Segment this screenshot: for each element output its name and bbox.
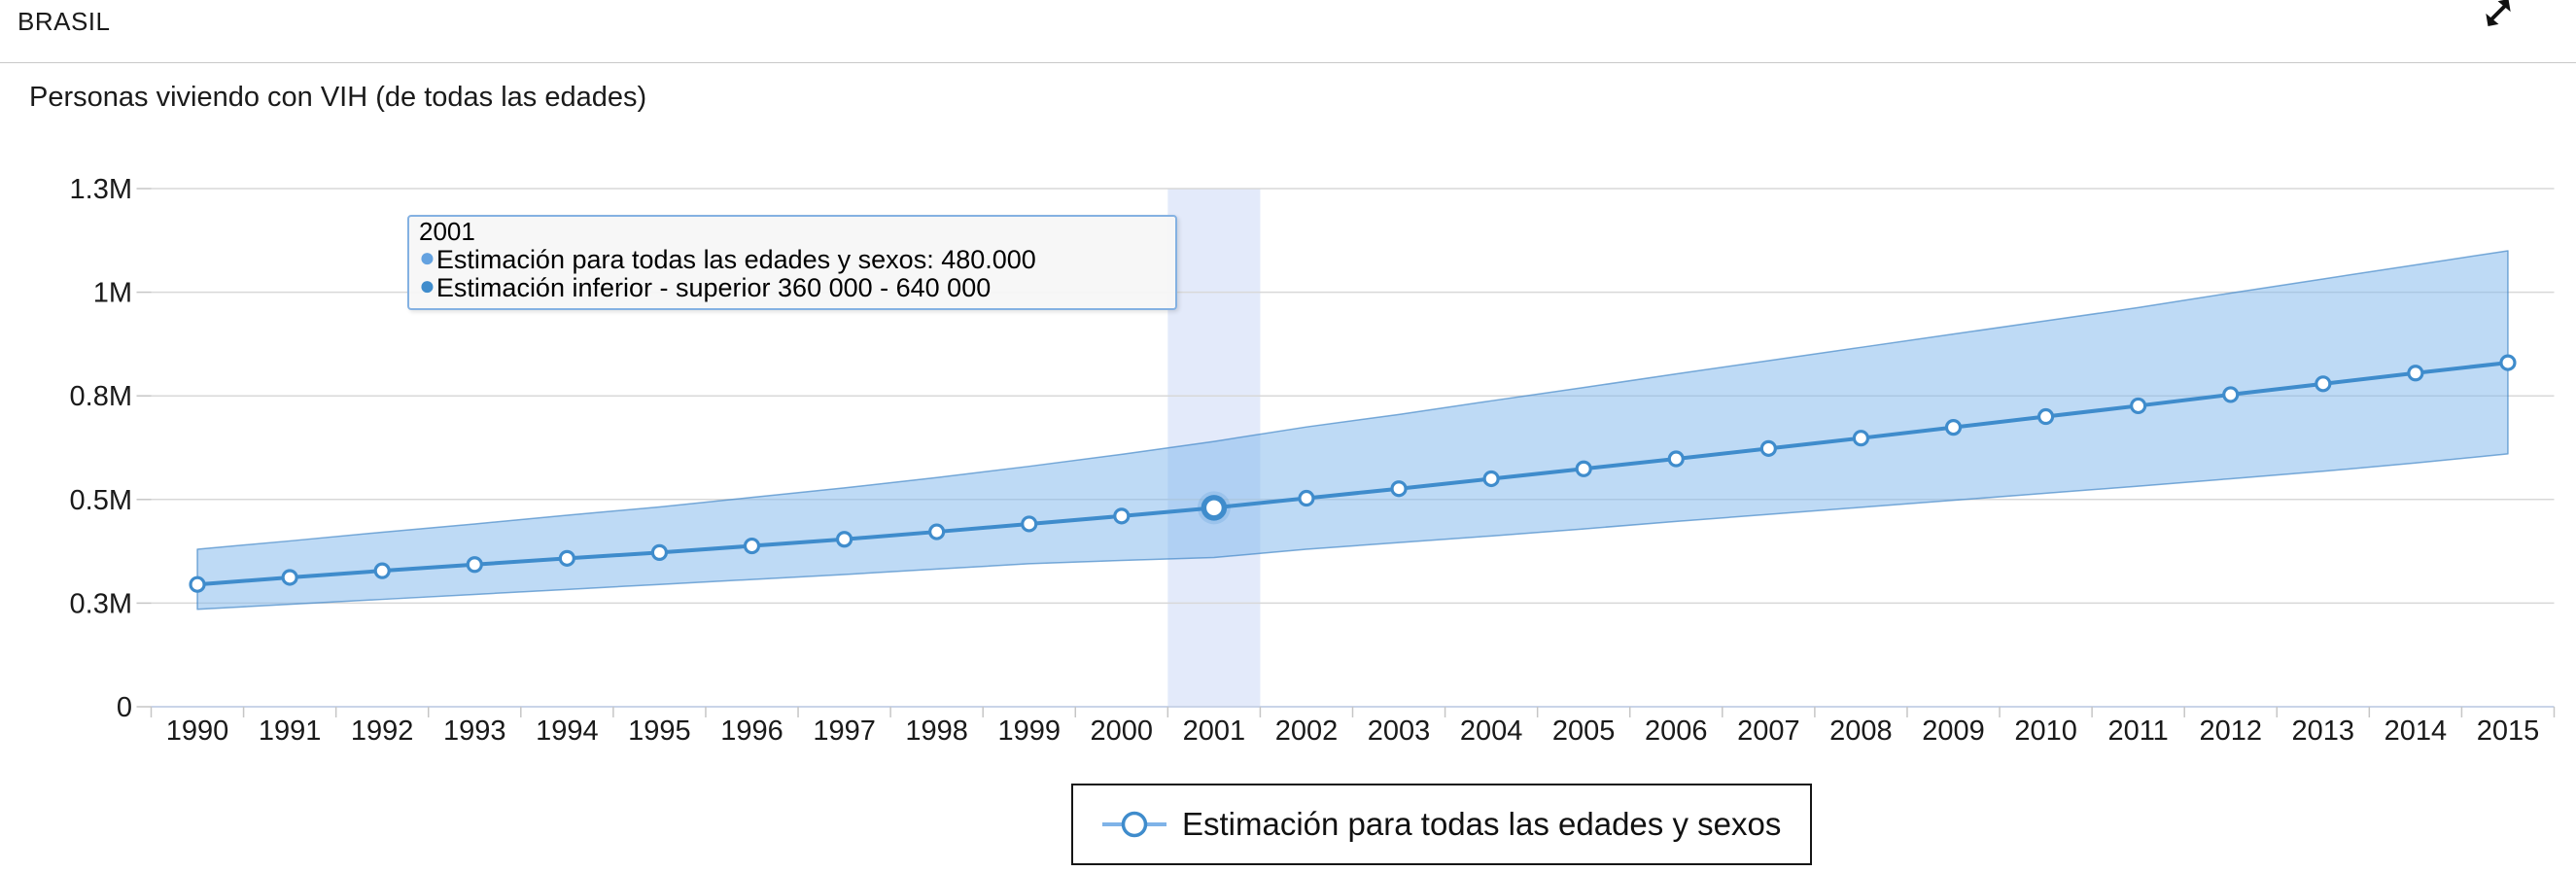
x-axis-label: 2007 xyxy=(1737,715,1800,747)
data-point-marker[interactable] xyxy=(189,576,206,593)
x-axis-label: 2012 xyxy=(2199,715,2262,747)
y-axis-label: 0.5M xyxy=(70,485,132,516)
x-axis-label: 2013 xyxy=(2292,715,2355,747)
tooltip-title: 2001 xyxy=(419,217,475,246)
tooltip-row-text: Estimación inferior - superior 360 000 -… xyxy=(435,273,992,303)
tooltip-bullet: ● xyxy=(419,242,435,273)
x-axis-label: 2011 xyxy=(2107,715,2168,747)
data-point-marker[interactable] xyxy=(1944,419,1963,436)
data-point-marker[interactable] xyxy=(1390,480,1408,498)
x-axis-label: 2000 xyxy=(1091,715,1154,747)
y-axis-label: 0.8M xyxy=(70,381,132,412)
y-axis-label: 1M xyxy=(93,278,132,309)
x-axis-label: 1993 xyxy=(443,715,506,747)
data-point-marker[interactable] xyxy=(2222,386,2240,403)
legend-marker-circle xyxy=(1121,811,1148,838)
x-axis-label: 2006 xyxy=(1645,715,1708,747)
header: BRASIL xyxy=(0,0,2576,63)
tooltip-row: ●Estimación para todas las edades y sexo… xyxy=(419,242,1166,275)
x-axis-label: 1999 xyxy=(997,715,1061,747)
x-axis-label: 1997 xyxy=(813,715,876,747)
x-axis-label: 2005 xyxy=(1552,715,1616,747)
expand-icon[interactable] xyxy=(2477,0,2520,33)
data-point-marker[interactable] xyxy=(1759,439,1777,457)
data-point-marker[interactable] xyxy=(558,549,575,567)
y-axis-label: 1.3M xyxy=(70,174,132,205)
chart-tooltip: 2001 ●Estimación para todas las edades y… xyxy=(407,215,1177,311)
x-axis-label: 2001 xyxy=(1183,715,1246,747)
data-point-marker-selected[interactable] xyxy=(1201,495,1228,521)
legend-marker-icon xyxy=(1102,811,1166,838)
data-point-marker[interactable] xyxy=(1021,515,1038,533)
x-axis-label: 2004 xyxy=(1460,715,1523,747)
series-line xyxy=(195,361,2510,587)
data-point-marker[interactable] xyxy=(835,531,853,548)
data-point-marker[interactable] xyxy=(281,569,298,586)
data-point-marker[interactable] xyxy=(466,556,483,574)
legend-label: Estimación para todas las edades y sexos xyxy=(1182,806,1782,842)
legend[interactable]: Estimación para todas las edades y sexos xyxy=(1071,784,1813,865)
x-axis-label: 1994 xyxy=(536,715,599,747)
data-point-marker[interactable] xyxy=(1482,470,1500,488)
confidence-band xyxy=(196,250,2509,610)
x-axis-label: 2008 xyxy=(1829,715,1893,747)
x-axis-label: 1991 xyxy=(259,715,322,747)
tooltip-row: ●Estimación inferior - superior 360 000 … xyxy=(419,270,1166,303)
y-axis-label: 0.3M xyxy=(70,588,132,619)
data-point-marker[interactable] xyxy=(2315,375,2332,393)
data-point-marker[interactable] xyxy=(1298,489,1315,507)
x-axis-label: 1995 xyxy=(628,715,691,747)
x-axis-label: 2002 xyxy=(1275,715,1339,747)
x-axis-label: 1996 xyxy=(720,715,783,747)
data-point-marker[interactable] xyxy=(2407,365,2424,382)
expand-icon-ne-arrowhead xyxy=(2497,0,2511,13)
x-axis-label: 2014 xyxy=(2385,715,2448,747)
x-axis-label: 1990 xyxy=(166,715,229,747)
country-title: BRASIL xyxy=(17,7,111,36)
data-point-marker[interactable] xyxy=(1113,507,1131,525)
tooltip-bullet: ● xyxy=(419,270,435,301)
data-point-marker[interactable] xyxy=(1852,430,1870,447)
x-axis-label: 1992 xyxy=(351,715,414,747)
expand-icon-sw-arrowhead xyxy=(2486,13,2499,26)
x-axis-label: 2003 xyxy=(1368,715,1431,747)
expand-icon-shaft xyxy=(2489,3,2508,22)
y-axis-label: 0 xyxy=(117,692,132,723)
data-point-marker[interactable] xyxy=(650,543,669,561)
data-point-marker[interactable] xyxy=(743,537,761,555)
data-point-marker[interactable] xyxy=(373,562,391,579)
x-axis-label: 2009 xyxy=(1922,715,1985,747)
chart-title: Personas viviendo con VIH (de todas las … xyxy=(29,82,647,113)
data-point-marker[interactable] xyxy=(928,523,946,541)
x-axis-label: 1998 xyxy=(905,715,968,747)
x-axis-label: 2015 xyxy=(2477,715,2540,747)
tooltip-row-text: Estimación para todas las edades y sexos… xyxy=(435,245,1036,275)
data-point-marker[interactable] xyxy=(1575,460,1592,477)
data-point-marker[interactable] xyxy=(2499,354,2517,371)
data-point-marker[interactable] xyxy=(1667,450,1685,468)
data-point-marker[interactable] xyxy=(2130,397,2147,415)
x-axis-label: 2010 xyxy=(2014,715,2077,747)
data-point-marker[interactable] xyxy=(2036,407,2055,426)
